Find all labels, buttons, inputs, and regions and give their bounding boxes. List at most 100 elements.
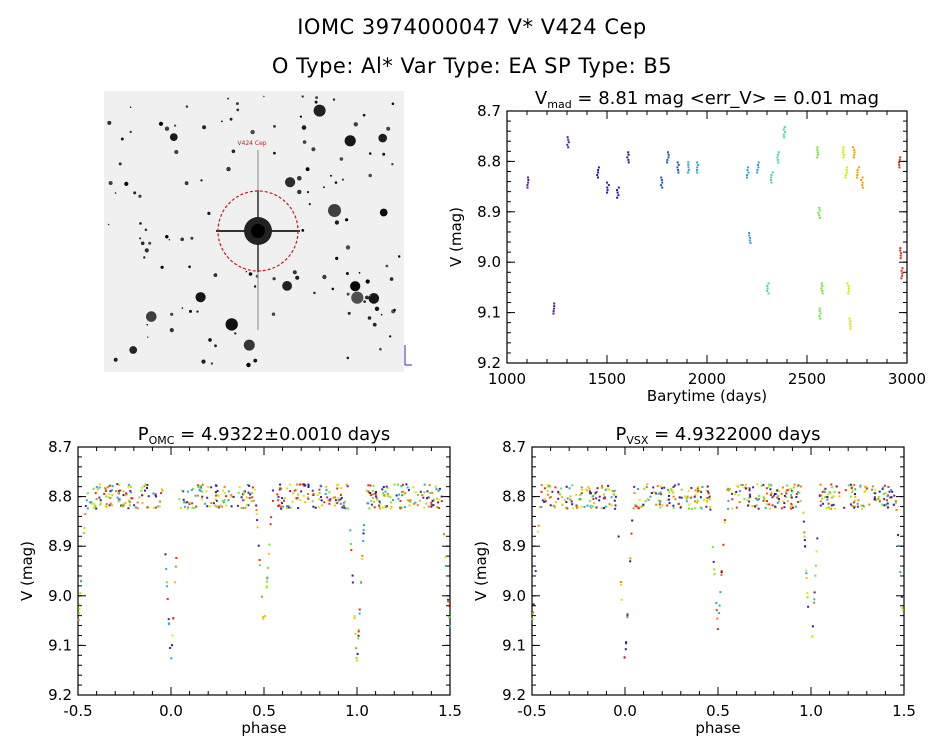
- data-point: [814, 574, 817, 577]
- data-point: [543, 498, 546, 501]
- data-point: [186, 506, 189, 509]
- data-point: [748, 487, 751, 490]
- data-point: [890, 489, 892, 491]
- data-point: [694, 500, 696, 503]
- data-point: [813, 601, 816, 604]
- data-point: [635, 505, 638, 508]
- data-point: [842, 146, 845, 149]
- data-point: [230, 505, 233, 508]
- data-point: [399, 506, 401, 509]
- data-point: [854, 496, 857, 499]
- data-point: [588, 490, 591, 493]
- data-point: [378, 506, 381, 509]
- data-point: [255, 509, 258, 512]
- data-point: [382, 506, 384, 509]
- y-tick-label: 9.1: [48, 636, 72, 654]
- data-point: [180, 507, 182, 510]
- data-point: [626, 614, 629, 617]
- data-point: [770, 484, 773, 487]
- data-point: [108, 493, 111, 496]
- data-point: [111, 489, 114, 492]
- star: [129, 106, 132, 108]
- data-point: [696, 161, 699, 164]
- data-point: [215, 484, 218, 487]
- data-point: [297, 496, 299, 499]
- data-point: [143, 485, 146, 488]
- plot-frame: [506, 110, 908, 364]
- star: [160, 265, 164, 269]
- data-point: [864, 489, 867, 492]
- data-point: [679, 506, 682, 509]
- data-point: [242, 499, 245, 502]
- data-point: [232, 495, 235, 498]
- data-point: [225, 495, 227, 498]
- data-point: [696, 487, 699, 490]
- data-point: [109, 502, 112, 505]
- data-point: [741, 484, 744, 486]
- data-point: [328, 491, 331, 494]
- star: [369, 294, 372, 297]
- star: [339, 157, 344, 161]
- star: [231, 149, 236, 154]
- data-point: [690, 496, 693, 499]
- data-point: [661, 504, 664, 507]
- data-point: [138, 496, 141, 499]
- data-point: [580, 486, 583, 489]
- data-point: [105, 505, 108, 507]
- data-point: [626, 156, 629, 159]
- data-point: [103, 493, 106, 495]
- data-point: [672, 506, 675, 509]
- data-point: [242, 491, 245, 494]
- data-point: [326, 496, 329, 499]
- data-point: [258, 559, 261, 561]
- star: [282, 281, 292, 291]
- data-point: [863, 505, 866, 508]
- data-point: [596, 174, 599, 176]
- star: [331, 287, 335, 291]
- data-point: [889, 496, 892, 499]
- data-point: [318, 492, 321, 494]
- data-point: [225, 504, 228, 507]
- data-point: [307, 486, 310, 488]
- y-tick-label: 8.7: [48, 438, 72, 456]
- star: [208, 338, 212, 342]
- data-point: [613, 489, 616, 492]
- data-point: [358, 612, 361, 615]
- data-point: [255, 512, 258, 515]
- data-point: [559, 487, 562, 490]
- star: [168, 238, 171, 241]
- data-point: [763, 497, 766, 500]
- star: [169, 328, 174, 333]
- data-point: [416, 504, 419, 507]
- data-point: [819, 504, 822, 507]
- star: [292, 270, 297, 275]
- data-point: [786, 488, 789, 491]
- data-point: [83, 532, 86, 534]
- data-point: [709, 508, 712, 511]
- data-point: [296, 483, 299, 486]
- data-point: [279, 504, 282, 507]
- data-point: [79, 592, 82, 595]
- data-point: [435, 488, 438, 491]
- data-point: [238, 486, 241, 488]
- data-point: [430, 501, 433, 504]
- data-point: [117, 500, 120, 503]
- data-point: [297, 507, 300, 510]
- data-point: [646, 498, 649, 501]
- data-point: [268, 543, 271, 546]
- data-point: [323, 501, 326, 504]
- data-point: [643, 487, 646, 490]
- data-point: [367, 484, 370, 487]
- y-tick-label: 9.1: [502, 636, 526, 654]
- data-point: [307, 497, 310, 500]
- data-point: [677, 169, 680, 171]
- data-point: [895, 501, 897, 504]
- data-point: [654, 492, 657, 495]
- data-point: [304, 484, 307, 487]
- data-point: [554, 486, 557, 489]
- data-point: [848, 322, 851, 325]
- data-point: [693, 507, 696, 510]
- data-point: [92, 506, 95, 509]
- data-point: [291, 500, 294, 503]
- data-point: [720, 571, 723, 574]
